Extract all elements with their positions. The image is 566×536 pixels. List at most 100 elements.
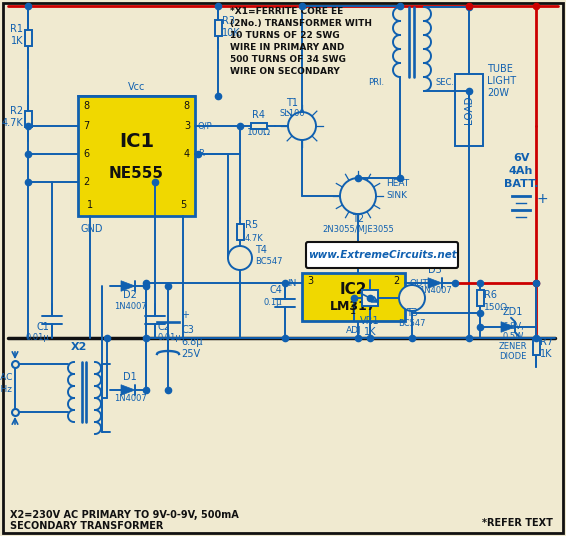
FancyBboxPatch shape xyxy=(306,242,458,268)
Text: 2N3055/MJE3055: 2N3055/MJE3055 xyxy=(322,225,394,234)
Text: 230V AC: 230V AC xyxy=(0,373,12,382)
Polygon shape xyxy=(428,278,442,288)
Text: O/P: O/P xyxy=(198,122,213,130)
Bar xyxy=(237,224,243,240)
Text: 20W: 20W xyxy=(487,88,509,98)
Text: X2=230V AC PRIMARY TO 9V-0-9V, 500mA: X2=230V AC PRIMARY TO 9V-0-9V, 500mA xyxy=(10,510,239,520)
Bar xyxy=(215,20,221,36)
Text: 1: 1 xyxy=(350,306,357,316)
Circle shape xyxy=(399,285,425,311)
Text: 4Ah: 4Ah xyxy=(509,166,533,176)
Text: R7: R7 xyxy=(540,337,553,347)
Polygon shape xyxy=(121,281,135,291)
Text: IC2: IC2 xyxy=(340,282,367,297)
Text: *X1=FERRITE CORE EE: *X1=FERRITE CORE EE xyxy=(230,7,343,16)
Text: 0.01µ: 0.01µ xyxy=(25,333,49,342)
Text: 6.8V,: 6.8V, xyxy=(502,322,524,331)
Text: 1K: 1K xyxy=(364,327,376,337)
Bar xyxy=(302,273,405,321)
Bar xyxy=(251,123,267,129)
Text: 6V: 6V xyxy=(513,153,529,163)
Text: 10K: 10K xyxy=(222,28,241,38)
Text: DIODE: DIODE xyxy=(499,352,527,361)
Bar xyxy=(455,74,483,146)
Polygon shape xyxy=(121,385,135,395)
Text: 1K: 1K xyxy=(11,36,23,46)
Text: T1: T1 xyxy=(286,98,298,108)
Text: 1N4007: 1N4007 xyxy=(114,302,147,311)
Text: SECONDARY TRANSFORMER: SECONDARY TRANSFORMER xyxy=(10,521,164,531)
Text: GND: GND xyxy=(81,224,103,234)
Text: BC547: BC547 xyxy=(255,257,282,266)
Text: 100Ω: 100Ω xyxy=(247,128,271,137)
Text: 1N4007: 1N4007 xyxy=(114,394,147,403)
Text: 6.8µ: 6.8µ xyxy=(181,337,203,347)
Text: 10 TURNS OF 22 SWG: 10 TURNS OF 22 SWG xyxy=(230,31,340,40)
Text: BATT.: BATT. xyxy=(504,179,538,189)
Bar xyxy=(362,290,378,306)
Polygon shape xyxy=(501,322,515,332)
Text: C2: C2 xyxy=(158,322,171,332)
Text: 50Hz: 50Hz xyxy=(0,385,12,394)
Text: 0.1µ: 0.1µ xyxy=(264,298,282,307)
Text: LM317: LM317 xyxy=(330,300,377,313)
Text: LIGHT: LIGHT xyxy=(487,76,516,86)
Text: C3: C3 xyxy=(181,325,194,335)
Text: R2: R2 xyxy=(10,106,23,116)
Text: ZD1: ZD1 xyxy=(503,307,523,317)
Text: PRI.: PRI. xyxy=(368,78,384,87)
Text: D2: D2 xyxy=(123,290,137,300)
Text: 2: 2 xyxy=(83,177,89,188)
Text: R1: R1 xyxy=(10,24,23,34)
Text: 6: 6 xyxy=(83,148,89,159)
Text: D3: D3 xyxy=(428,265,442,275)
Text: HEAT: HEAT xyxy=(386,179,409,188)
Text: NE555: NE555 xyxy=(109,167,164,182)
Text: 4.7K: 4.7K xyxy=(245,234,264,243)
Text: C1: C1 xyxy=(36,322,49,332)
Text: R5: R5 xyxy=(245,220,258,230)
Text: 1N4007: 1N4007 xyxy=(419,286,451,295)
Text: (2No.) TRANSFORMER WITH: (2No.) TRANSFORMER WITH xyxy=(230,19,372,28)
Text: 4: 4 xyxy=(184,148,190,159)
Bar xyxy=(24,30,32,46)
Text: D1: D1 xyxy=(123,372,137,382)
Text: IN: IN xyxy=(288,279,297,287)
Circle shape xyxy=(340,178,376,214)
Text: +: + xyxy=(536,192,548,206)
Bar xyxy=(24,110,32,126)
Text: LOAD: LOAD xyxy=(464,96,474,124)
Text: 5: 5 xyxy=(180,200,186,210)
Text: SL100: SL100 xyxy=(279,109,305,118)
Circle shape xyxy=(288,112,316,140)
Text: 500 TURNS OF 34 SWG: 500 TURNS OF 34 SWG xyxy=(230,55,346,64)
Text: R6: R6 xyxy=(484,290,497,300)
Text: 8: 8 xyxy=(83,101,89,111)
Text: IC1: IC1 xyxy=(119,132,154,151)
Text: 0.01µ: 0.01µ xyxy=(158,333,182,342)
Text: T3: T3 xyxy=(406,308,418,318)
Text: T4: T4 xyxy=(255,245,267,255)
Text: 1: 1 xyxy=(87,200,93,210)
Text: SEC.: SEC. xyxy=(436,78,455,87)
Text: ZENER: ZENER xyxy=(499,342,528,351)
Text: 3: 3 xyxy=(307,276,313,286)
Text: X2: X2 xyxy=(71,342,87,352)
Bar xyxy=(78,96,195,216)
Text: ADJ: ADJ xyxy=(346,326,361,335)
Text: C4: C4 xyxy=(269,285,282,295)
Text: +: + xyxy=(181,310,189,320)
Text: SINK: SINK xyxy=(386,191,407,200)
Text: T2: T2 xyxy=(352,214,364,224)
Text: R4: R4 xyxy=(252,110,265,120)
Text: 4.7K: 4.7K xyxy=(1,118,23,128)
Text: WIRE ON SECONDARY: WIRE ON SECONDARY xyxy=(230,67,340,76)
Bar xyxy=(477,290,483,306)
Text: R3: R3 xyxy=(222,16,235,26)
Text: 25V: 25V xyxy=(181,349,200,359)
Text: 3: 3 xyxy=(184,121,190,131)
Text: WIRE IN PRIMARY AND: WIRE IN PRIMARY AND xyxy=(230,43,344,52)
Text: VR1: VR1 xyxy=(360,316,380,326)
Text: 150Ω: 150Ω xyxy=(484,303,508,312)
Text: 8: 8 xyxy=(184,101,190,111)
